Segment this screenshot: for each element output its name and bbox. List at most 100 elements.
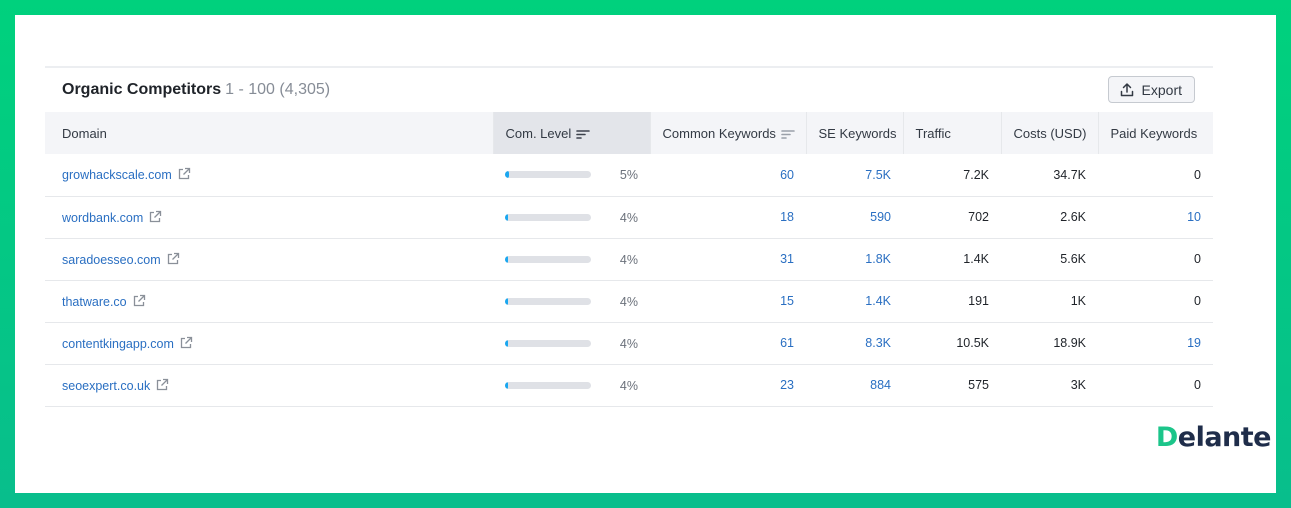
traffic-cell: 575: [903, 364, 1001, 407]
costs-value: 5.6K: [1060, 252, 1086, 266]
traffic-value: 10.5K: [956, 336, 989, 350]
domain-link[interactable]: contentkingapp.com: [62, 336, 174, 351]
sort-icon: [781, 129, 795, 139]
se-keywords-cell[interactable]: 7.5K: [806, 154, 903, 197]
paid-keywords-value: 0: [1194, 294, 1201, 308]
external-link-icon[interactable]: [166, 252, 180, 266]
col-header-domain[interactable]: Domain: [45, 112, 494, 154]
traffic-value: 702: [968, 210, 989, 224]
delante-logo: Delante: [1155, 422, 1272, 453]
se-keywords-cell[interactable]: 8.3K: [806, 322, 903, 365]
se-keywords-value[interactable]: 884: [870, 378, 891, 392]
com-level-bar: [505, 255, 591, 263]
paid-keywords-cell: 0: [1098, 154, 1213, 197]
paid-keywords-cell: 0: [1098, 280, 1213, 323]
paid-keywords-value: 0: [1194, 252, 1201, 266]
costs-cell: 18.9K: [1001, 322, 1098, 365]
se-keywords-value[interactable]: 1.8K: [865, 252, 891, 266]
costs-value: 18.9K: [1053, 336, 1086, 350]
costs-cell: 34.7K: [1001, 154, 1098, 197]
export-icon: [1120, 82, 1133, 96]
com-level-bar: [505, 297, 591, 305]
col-header-common-keywords[interactable]: Common Keywords: [650, 112, 807, 154]
costs-value: 1K: [1070, 294, 1086, 308]
common-keywords-value[interactable]: 60: [780, 167, 794, 182]
external-link-icon[interactable]: [155, 378, 169, 392]
com-level-cell: 4%: [493, 238, 650, 281]
col-header-se-keywords[interactable]: SE Keywords: [806, 112, 904, 154]
com-level-cell: 4%: [493, 280, 650, 323]
common-keywords-cell[interactable]: 60: [650, 154, 806, 197]
domain-link[interactable]: growhackscale.com: [62, 168, 172, 183]
traffic-value: 575: [968, 378, 989, 392]
external-link-icon[interactable]: [177, 167, 191, 181]
paid-keywords-value[interactable]: 19: [1187, 336, 1201, 350]
common-keywords-cell[interactable]: 61: [650, 322, 806, 365]
traffic-cell: 10.5K: [903, 322, 1001, 365]
col-header-label: Costs (USD): [1013, 125, 1087, 141]
col-header-label: Common Keywords: [662, 125, 776, 141]
external-link-icon[interactable]: [132, 294, 146, 308]
traffic-value: 191: [968, 294, 989, 308]
se-keywords-value[interactable]: 8.3K: [865, 336, 891, 350]
se-keywords-cell[interactable]: 590: [806, 196, 903, 239]
common-keywords-cell[interactable]: 18: [650, 196, 806, 239]
domain-link[interactable]: wordbank.com: [62, 210, 144, 225]
com-level-bar: [505, 339, 591, 347]
external-link-icon[interactable]: [148, 210, 162, 224]
costs-value: 3K: [1070, 378, 1086, 392]
domain-link[interactable]: seoexpert.co.uk: [62, 378, 151, 393]
domain-cell: seoexpert.co.uk: [45, 364, 493, 407]
se-keywords-value[interactable]: 7.5K: [865, 167, 891, 182]
col-header-label: SE Keywords: [818, 125, 897, 141]
domain-link[interactable]: saradoesseo.com: [62, 252, 161, 267]
common-keywords-value[interactable]: 23: [780, 378, 794, 392]
export-button[interactable]: Export: [1107, 76, 1195, 103]
com-level-fill: [505, 213, 509, 221]
costs-value: 2.6K: [1060, 210, 1086, 224]
paid-keywords-value[interactable]: 10: [1187, 210, 1201, 224]
col-header-paid-keywords[interactable]: Paid Keywords: [1098, 112, 1213, 154]
com-level-cell: 5%: [493, 154, 650, 197]
se-keywords-value[interactable]: 1.4K: [865, 294, 891, 308]
domain-cell: contentkingapp.com: [45, 322, 493, 365]
common-keywords-value[interactable]: 18: [780, 210, 794, 224]
paid-keywords-cell: 19: [1098, 322, 1213, 365]
com-level-percent: 4%: [619, 252, 638, 267]
export-label: Export: [1141, 81, 1182, 98]
common-keywords-value[interactable]: 31: [780, 252, 794, 266]
widget-header: Organic Competitors 1 - 100 (4,305) Expor…: [45, 68, 1213, 112]
external-link-icon[interactable]: [179, 336, 193, 350]
se-keywords-value[interactable]: 590: [870, 210, 891, 224]
traffic-cell: 1.4K: [903, 238, 1001, 281]
col-header-com-level[interactable]: Com. Level: [493, 112, 651, 154]
sort-icon: [576, 129, 591, 139]
col-header-label: Paid Keywords: [1110, 125, 1198, 141]
common-keywords-cell[interactable]: 23: [650, 364, 806, 407]
logo-letter: D: [1155, 422, 1178, 453]
domain-link[interactable]: thatware.co: [62, 294, 127, 309]
se-keywords-cell[interactable]: 884: [806, 364, 903, 407]
com-level-fill: [505, 381, 509, 389]
widget-title: Organic Competitors 1 - 100 (4,305): [62, 81, 330, 99]
common-keywords-cell[interactable]: 31: [650, 238, 806, 281]
common-keywords-value[interactable]: 61: [780, 336, 794, 350]
traffic-cell: 702: [903, 196, 1001, 239]
costs-cell: 5.6K: [1001, 238, 1098, 281]
com-level-bar: [505, 171, 591, 178]
se-keywords-cell[interactable]: 1.4K: [806, 280, 903, 323]
col-header-label: Com. Level: [505, 125, 572, 141]
competitors-table: Domain Com. Level Common Keywords SE Key…: [45, 112, 1213, 407]
table-row: contentkingapp.com 4% 61 8.3K 10.5K 18.9K 19: [45, 322, 1213, 365]
common-keywords-cell[interactable]: 15: [650, 280, 806, 323]
costs-cell: 3K: [1001, 364, 1098, 407]
organic-competitors-widget: Organic Competitors 1 - 100 (4,305) Expor…: [45, 66, 1213, 407]
com-level-percent: 4%: [619, 210, 638, 225]
common-keywords-value[interactable]: 15: [780, 294, 794, 308]
col-header-costs[interactable]: Costs (USD): [1001, 112, 1099, 154]
com-level-fill: [505, 339, 509, 347]
widget-title-text: Organic Competitors: [62, 81, 222, 98]
col-header-traffic[interactable]: Traffic: [903, 112, 1002, 154]
se-keywords-cell[interactable]: 1.8K: [806, 238, 903, 281]
col-header-label: Domain: [62, 125, 107, 141]
